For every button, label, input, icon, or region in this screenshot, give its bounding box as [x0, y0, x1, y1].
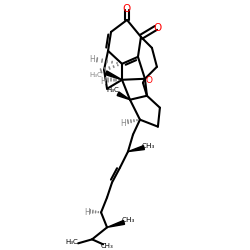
Text: H: H [89, 55, 95, 64]
Polygon shape [105, 71, 122, 80]
Text: H: H [120, 119, 126, 128]
Text: CH₃: CH₃ [121, 218, 135, 224]
Polygon shape [128, 146, 144, 152]
Text: CH₃: CH₃ [101, 243, 114, 249]
Text: H: H [84, 208, 90, 217]
Text: H: H [100, 77, 106, 86]
Polygon shape [117, 92, 130, 100]
Text: H₃C: H₃C [90, 72, 102, 78]
Text: O: O [146, 76, 152, 85]
Text: O: O [123, 4, 131, 14]
Text: H₃C: H₃C [66, 239, 78, 245]
Text: O: O [154, 23, 162, 33]
Text: H₃C: H₃C [107, 87, 120, 93]
Polygon shape [107, 220, 124, 227]
Text: CH₃: CH₃ [141, 142, 154, 148]
